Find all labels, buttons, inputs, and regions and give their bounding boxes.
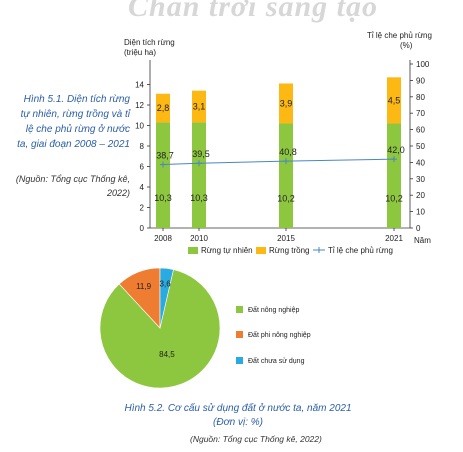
left-tick-label: 8 xyxy=(140,142,145,151)
planted-forest-bar xyxy=(279,83,293,124)
right-tick-label: 10 xyxy=(416,208,425,217)
coverage-line xyxy=(162,158,395,166)
legend-planted-forest-swatch xyxy=(256,247,266,254)
legend-natural-forest-label: Rừng tự nhiên xyxy=(201,246,253,255)
right-tick-label: 0 xyxy=(416,224,421,233)
coverage-value-label: 40,8 xyxy=(279,147,297,157)
right-axis-title: Tỉ lệ che phủ rừng xyxy=(367,31,432,40)
right-axis-unit: (%) xyxy=(400,41,413,50)
x-axis-title: Năm xyxy=(414,236,431,245)
legend-natural-forest-swatch xyxy=(188,247,198,254)
x-tick-label: 2021 xyxy=(385,234,403,243)
pie-value-label: 3,6 xyxy=(160,279,172,288)
natural-forest-bar xyxy=(387,123,401,228)
right-tick-label: 100 xyxy=(416,60,430,69)
natural-forest-value-label: 10,2 xyxy=(385,194,403,204)
watermark-text: Chân trời sáng tạo xyxy=(128,0,379,23)
right-tick-label: 80 xyxy=(416,93,425,102)
right-tick-label: 40 xyxy=(416,158,425,167)
planted-forest-bar xyxy=(192,90,206,123)
legend-label-2: Đất phi nông nghiệp xyxy=(248,330,311,339)
left-tick-label: 0 xyxy=(140,224,145,233)
pie-slice-1 xyxy=(99,269,221,389)
pie-value-label: 84,5 xyxy=(159,350,175,359)
forest-area-chart: 0 2 4 6 8 10 12 14 0 10 20 30 40 50 60 70 80 90 100 Diện tí… xyxy=(124,31,432,255)
planted-forest-bar xyxy=(387,77,401,124)
right-tick-label: 70 xyxy=(416,109,425,118)
legend-planted-forest-label: Rừng trồng xyxy=(269,246,310,255)
natural-forest-bar xyxy=(156,122,170,228)
figure2-source: (Nguồn: Tổng cục Thống kê, 2022) xyxy=(190,434,322,444)
natural-forest-value-label: 10,3 xyxy=(190,193,208,203)
natural-forest-value-label: 10,3 xyxy=(154,193,172,203)
legend-swatch-2 xyxy=(236,331,243,338)
natural-forest-bar xyxy=(192,122,206,228)
right-tick-label: 50 xyxy=(416,142,425,151)
x-tick-label: 2008 xyxy=(154,234,172,243)
coverage-value-label: 39,5 xyxy=(192,149,210,159)
left-tick-label: 12 xyxy=(135,101,144,110)
left-tick-label: 14 xyxy=(135,81,144,90)
x-tick-label: 2010 xyxy=(190,234,208,243)
natural-forest-value-label: 10,2 xyxy=(277,194,295,204)
right-tick-label: 60 xyxy=(416,126,425,135)
left-axis-title: Diện tích rừng xyxy=(124,38,175,47)
left-axis-unit: (triệu ha) xyxy=(124,48,156,57)
legend-label-3: Đất chưa sử dụng xyxy=(248,356,305,365)
planted-forest-value-label: 3,9 xyxy=(280,98,293,108)
left-tick-label: 6 xyxy=(140,163,145,172)
x-tick-label: 2015 xyxy=(277,234,295,243)
right-tick-label: 90 xyxy=(416,76,425,85)
pie-value-label: 11,9 xyxy=(136,282,152,291)
coverage-value-label: 42,0 xyxy=(387,145,405,155)
planted-forest-value-label: 2,8 xyxy=(157,103,170,113)
figure1-caption: Hình 5.1. Diện tích rừng tự nhiên, rừng … xyxy=(17,94,130,150)
left-tick-label: 4 xyxy=(140,183,145,192)
left-tick-label: 2 xyxy=(140,204,145,213)
planted-forest-bar xyxy=(156,93,170,123)
left-tick-label: 10 xyxy=(135,122,144,131)
legend-swatch-3 xyxy=(236,357,243,364)
legend-swatch-1 xyxy=(236,306,243,313)
natural-forest-bar xyxy=(279,123,293,228)
figure1-source: (Nguồn: Tổng cục Thống kê, 2022) xyxy=(15,174,130,198)
pie-slice-3 xyxy=(159,267,174,329)
legend-label-1: Đất nông nghiệp xyxy=(248,305,299,314)
right-tick-label: 30 xyxy=(416,175,425,184)
coverage-value-label: 38,7 xyxy=(156,151,174,161)
legend-coverage-label: Tỉ lệ che phủ rừng xyxy=(328,246,393,255)
figure2-caption: Hình 5.2. Cơ cấu sử dụng đất ở nước ta, … xyxy=(124,403,352,428)
right-tick-label: 20 xyxy=(416,191,425,200)
planted-forest-value-label: 3,1 xyxy=(193,102,206,112)
planted-forest-value-label: 4,5 xyxy=(388,95,401,105)
